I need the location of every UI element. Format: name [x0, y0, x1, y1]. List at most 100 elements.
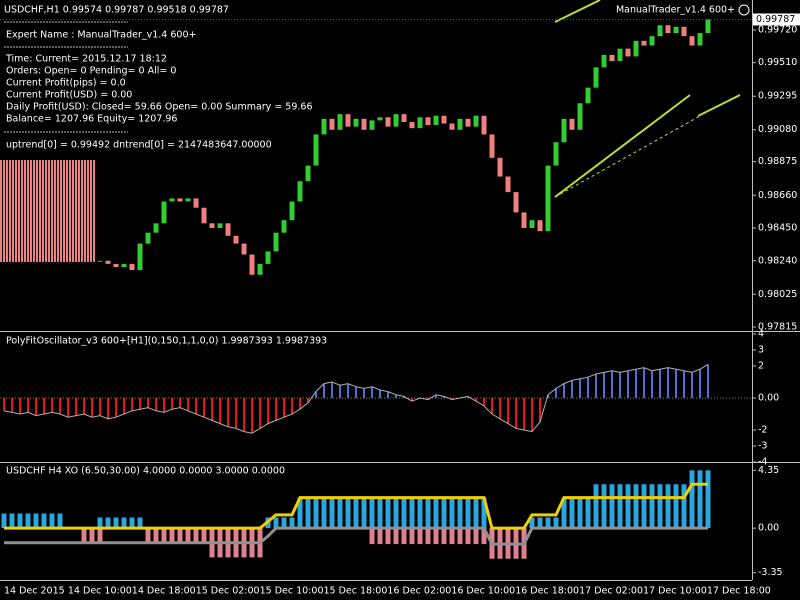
- candle-body: [361, 118, 367, 130]
- xo-bar: [177, 528, 183, 543]
- candle-body: [185, 198, 191, 202]
- y-tick-label: -2: [758, 425, 767, 436]
- info-separators: [4, 21, 128, 133]
- time-label: 17 Dec 10:00: [643, 586, 707, 597]
- candle-body: [265, 251, 271, 264]
- candle-body: [425, 117, 431, 126]
- xo-bar: [673, 484, 679, 529]
- candle-body: [233, 235, 239, 244]
- candle-body: [337, 114, 343, 130]
- xo-bar: [593, 484, 599, 529]
- xo-bar: [385, 528, 391, 545]
- y-tick-label: 0.98450: [758, 223, 797, 234]
- candle-body: [681, 26, 687, 37]
- candle-body: [657, 25, 663, 37]
- candle-body: [385, 117, 391, 127]
- candle-body: [617, 48, 623, 62]
- candle-body: [353, 118, 359, 127]
- xo-bar: [41, 513, 47, 529]
- xo-bar: [169, 528, 175, 543]
- y-tick-label: 0.98660: [758, 190, 797, 201]
- candle-body: [505, 176, 511, 193]
- candle-body: [137, 243, 143, 271]
- xo-bar: [537, 517, 543, 529]
- xo-bar: [17, 513, 23, 529]
- xo-title: USDCHF H4 XO (6.50,30.00) 4.0000 0.0000 …: [6, 466, 285, 477]
- candle-body: [705, 19, 711, 34]
- expert-label: ManualTrader_v1.4 600+: [616, 5, 735, 16]
- xo-bar: [641, 484, 647, 529]
- y-tick-label: 2: [758, 361, 764, 372]
- candle-body: [433, 115, 439, 126]
- xo-bar: [609, 484, 615, 529]
- time-label: 17 Dec 18:00: [707, 586, 771, 597]
- symbol-title: USDCHF,H1 0.99574 0.99787 0.99518 0.9978…: [4, 5, 229, 16]
- time-label: 15 Dec 10:00: [260, 586, 324, 597]
- candle-body: [497, 157, 503, 177]
- trend-line: [554, 94, 691, 198]
- osc-line: [3, 363, 709, 434]
- candle-body: [633, 40, 639, 57]
- time-label: 15 Dec 02:00: [196, 586, 260, 597]
- candle-body: [417, 117, 423, 129]
- xo-bar: [601, 484, 607, 529]
- candle-body: [217, 223, 223, 229]
- xo-bar: [49, 513, 55, 529]
- xo-bar: [569, 497, 575, 529]
- candle-body: [393, 114, 399, 127]
- y-tick-label: 0.98875: [758, 156, 797, 167]
- y-tick-label: 0.99080: [758, 124, 797, 135]
- candle-body: [257, 263, 263, 275]
- xo-bar: [465, 497, 471, 529]
- info-line: uptrend[0] = 0.99492 dntrend[0] = 214748…: [6, 140, 272, 151]
- candle-body: [481, 115, 487, 135]
- xo-bar: [585, 497, 591, 529]
- candle-body: [345, 114, 351, 127]
- xo-bar: [633, 484, 639, 529]
- xo-bar: [345, 497, 351, 529]
- candle-body: [177, 198, 183, 202]
- xo-bar: [89, 528, 95, 543]
- candle-body: [169, 198, 175, 202]
- time-label: 14 Dec 2015: [4, 586, 65, 597]
- xo-line: [4, 482, 708, 530]
- xo-bar: [313, 497, 319, 529]
- candle-body: [545, 165, 551, 232]
- candle-body: [649, 36, 655, 46]
- time-label: 14 Dec 10:00: [68, 586, 132, 597]
- xo-bar: [697, 470, 703, 529]
- xo-bar: [449, 528, 455, 545]
- xo-bar: [441, 497, 447, 529]
- xo-bar: [377, 528, 383, 545]
- info-line: Balance= 1207.96 Equity= 1207.96: [6, 114, 177, 125]
- candle-body: [401, 114, 407, 122]
- xo-bar: [473, 528, 479, 545]
- xo-bar: [561, 497, 567, 529]
- xo-bar: [425, 528, 431, 545]
- time-label: 16 Dec 10:00: [451, 586, 515, 597]
- candle-body: [641, 40, 647, 46]
- candle-body: [489, 134, 495, 158]
- candle-body: [249, 254, 255, 275]
- candle-body: [577, 103, 583, 130]
- candle-body: [553, 142, 559, 166]
- candle-body: [273, 232, 279, 252]
- xo-bar: [473, 497, 479, 529]
- xo-bar: [617, 484, 623, 529]
- xo-bar: [409, 528, 415, 545]
- candle-body: [537, 220, 543, 232]
- xo-bar: [297, 497, 303, 529]
- info-line: Current Profit(pips) = 0.0: [6, 78, 126, 89]
- trend-line: [554, 115, 701, 198]
- candle-body: [105, 260, 111, 264]
- xo-bar: [377, 497, 383, 529]
- xo-bar: [689, 470, 695, 529]
- candle-body: [585, 87, 591, 104]
- xo-bar: [329, 497, 335, 529]
- xo-bar: [425, 497, 431, 529]
- y-tick-label: 0.00: [758, 393, 779, 404]
- xo-bar: [337, 497, 343, 529]
- xo-bar: [105, 517, 111, 529]
